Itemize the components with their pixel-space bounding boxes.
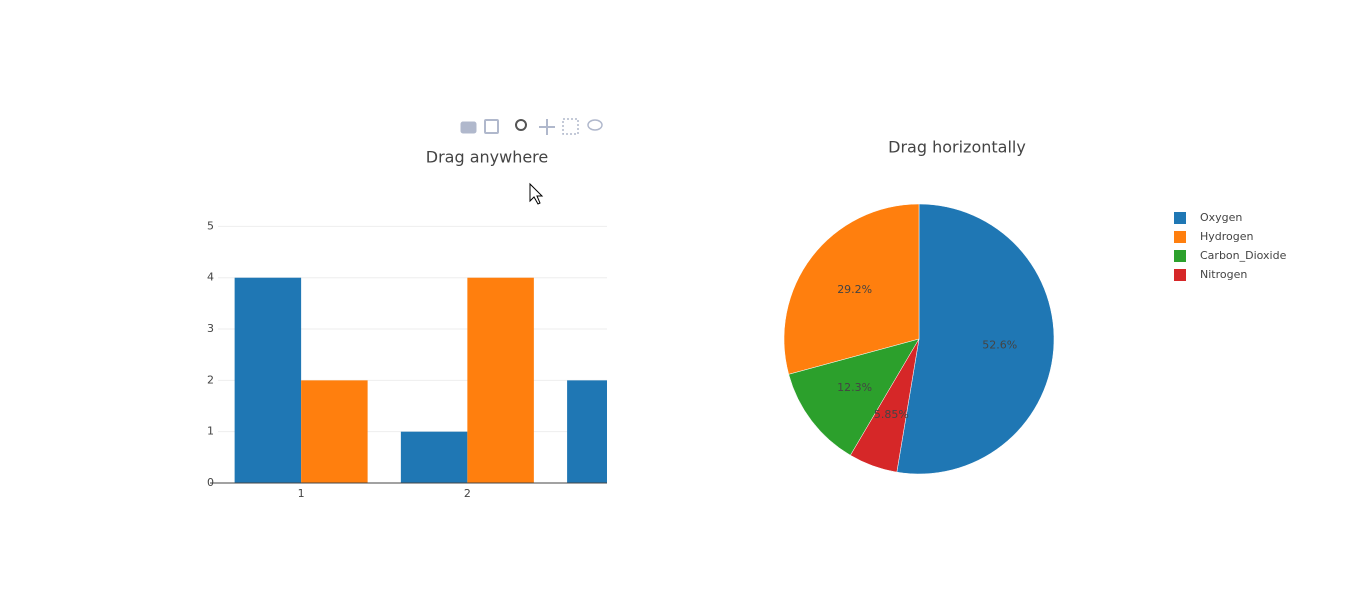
y-tick-label: 5 xyxy=(207,219,214,232)
bars xyxy=(234,277,607,483)
select-icon[interactable] xyxy=(562,118,579,135)
legend-swatch xyxy=(1174,269,1186,281)
y-tick-label: 3 xyxy=(207,322,214,335)
zoom-icon[interactable] xyxy=(515,119,527,131)
slice-label: 5.85% xyxy=(874,408,909,421)
slice-label: 52.6% xyxy=(982,339,1017,352)
legend-swatch xyxy=(1174,231,1186,243)
bar xyxy=(467,277,534,483)
legend-label: Nitrogen xyxy=(1200,268,1247,281)
bar xyxy=(567,380,607,483)
x-tick-label: 1 xyxy=(298,487,305,500)
bar xyxy=(234,277,302,483)
chart-title: Drag horizontally xyxy=(888,138,1026,157)
pie-slice xyxy=(783,203,920,375)
bar xyxy=(400,431,468,483)
save-icon[interactable] xyxy=(484,119,499,134)
bar xyxy=(301,380,368,483)
pie-slice xyxy=(896,203,1055,475)
y-tick-label: 1 xyxy=(207,425,214,438)
chart-title: Drag anywhere xyxy=(426,148,549,167)
x-tick-label: 2 xyxy=(464,487,471,500)
cursor xyxy=(529,182,544,205)
legend-label: Hydrogen xyxy=(1200,230,1254,243)
pie-slice xyxy=(850,338,920,473)
legend-swatch xyxy=(1174,250,1186,262)
toolbar xyxy=(460,118,603,135)
camera-icon[interactable] xyxy=(460,121,477,134)
y-tick-label: 2 xyxy=(207,373,214,386)
pie-slice xyxy=(788,338,920,456)
lasso-icon[interactable] xyxy=(587,119,603,131)
y-tick-label: 4 xyxy=(207,271,214,284)
pan-icon[interactable] xyxy=(539,119,555,135)
slice-label: 29.2% xyxy=(837,283,872,296)
legend-label: Oxygen xyxy=(1200,211,1242,224)
slice-label: 12.3% xyxy=(837,381,872,394)
legend-swatch xyxy=(1174,212,1186,224)
legend-label: Carbon_Dioxide xyxy=(1200,249,1287,262)
